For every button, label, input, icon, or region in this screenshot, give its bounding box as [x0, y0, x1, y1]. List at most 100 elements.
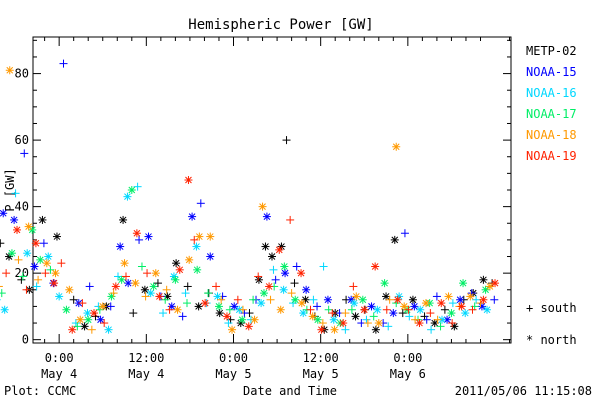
- point-north: [268, 252, 276, 261]
- point-north: [7, 249, 16, 258]
- point-north: [169, 272, 178, 281]
- point-north: [90, 309, 99, 318]
- point-north: [31, 239, 40, 248]
- point-south: [266, 295, 275, 304]
- legend-south-marker: + south: [526, 301, 577, 315]
- point-north: [308, 312, 317, 321]
- point-north: [193, 265, 202, 274]
- point-north: [491, 279, 500, 288]
- point-north: [302, 285, 311, 294]
- point-south: [313, 302, 322, 311]
- plot-frame: [32, 36, 512, 344]
- point-north: [313, 315, 322, 324]
- point-north: [389, 309, 398, 318]
- point-north: [459, 279, 468, 288]
- point-south: [183, 299, 192, 308]
- legend-entry: NOAA-19: [526, 149, 577, 163]
- point-north: [466, 292, 475, 301]
- point-north: [124, 279, 133, 288]
- point-north: [279, 285, 288, 294]
- point-south: [411, 315, 420, 324]
- point-south: [286, 215, 295, 224]
- series-metp-02: [0, 136, 497, 334]
- point-north: [371, 262, 380, 271]
- chart-title: Hemispheric Power [GW]: [188, 17, 373, 33]
- point-south: [2, 269, 11, 278]
- point-south: [347, 305, 356, 314]
- point-north: [155, 292, 164, 301]
- point-south: [448, 299, 457, 308]
- y-tick-label: 0: [22, 333, 29, 347]
- point-north: [457, 302, 466, 311]
- point-north: [244, 322, 253, 331]
- x-tick-time-label: 12:00: [128, 351, 164, 365]
- point-south: [73, 322, 82, 331]
- point-north: [236, 319, 245, 328]
- point-south: [133, 182, 142, 191]
- point-north: [185, 255, 194, 264]
- point-north: [28, 225, 37, 234]
- point-south: [363, 319, 372, 328]
- point-north: [175, 265, 184, 274]
- point-south: [426, 309, 435, 318]
- point-north: [393, 295, 402, 304]
- point-south: [472, 295, 481, 304]
- point-north: [437, 299, 446, 308]
- point-south: [137, 262, 146, 271]
- point-south: [271, 275, 280, 284]
- point-north: [215, 309, 224, 318]
- legend-entry: NOAA-17: [526, 107, 577, 121]
- point-north: [96, 315, 105, 324]
- point-north: [390, 235, 399, 244]
- point-north: [52, 232, 61, 241]
- point-north: [330, 325, 339, 334]
- point-north: [415, 319, 424, 328]
- point-south: [181, 289, 190, 298]
- point-north: [201, 299, 210, 308]
- point-south: [178, 312, 187, 321]
- point-north: [24, 222, 33, 231]
- point-north: [119, 215, 128, 224]
- point-north: [351, 312, 360, 321]
- point-north: [456, 295, 465, 304]
- point-north: [192, 242, 201, 251]
- point-north: [297, 299, 306, 308]
- axes: [32, 36, 512, 344]
- point-north: [258, 202, 267, 211]
- point-south: [183, 282, 192, 291]
- point-south: [129, 309, 138, 318]
- point-south: [161, 295, 170, 304]
- point-north: [339, 319, 348, 328]
- point-north: [408, 295, 417, 304]
- point-south: [467, 289, 476, 298]
- point-north: [38, 215, 47, 224]
- point-north: [481, 285, 490, 294]
- point-south: [59, 59, 68, 68]
- point-north: [276, 305, 285, 314]
- point-north: [149, 282, 158, 291]
- point-south: [319, 262, 328, 271]
- point-north: [230, 302, 239, 311]
- point-south: [433, 315, 442, 324]
- point-south: [32, 282, 41, 291]
- x-tick-date-label: May 5: [215, 367, 251, 381]
- point-north: [13, 225, 22, 234]
- x-tick-date-label: May 4: [41, 367, 77, 381]
- point-north: [238, 315, 247, 324]
- point-south: [240, 309, 249, 318]
- point-north: [188, 212, 197, 221]
- point-south: [427, 325, 436, 334]
- point-south: [292, 262, 301, 271]
- point-south: [290, 279, 299, 288]
- point-south: [121, 272, 130, 281]
- point-north: [360, 305, 369, 314]
- point-south: [238, 305, 247, 314]
- point-south: [18, 272, 27, 281]
- legend-north-marker: * north: [526, 333, 577, 347]
- point-north: [228, 325, 237, 334]
- point-north: [257, 299, 266, 308]
- point-south: [106, 302, 115, 311]
- point-south: [143, 269, 152, 278]
- point-south: [165, 305, 174, 314]
- point-north: [250, 315, 259, 324]
